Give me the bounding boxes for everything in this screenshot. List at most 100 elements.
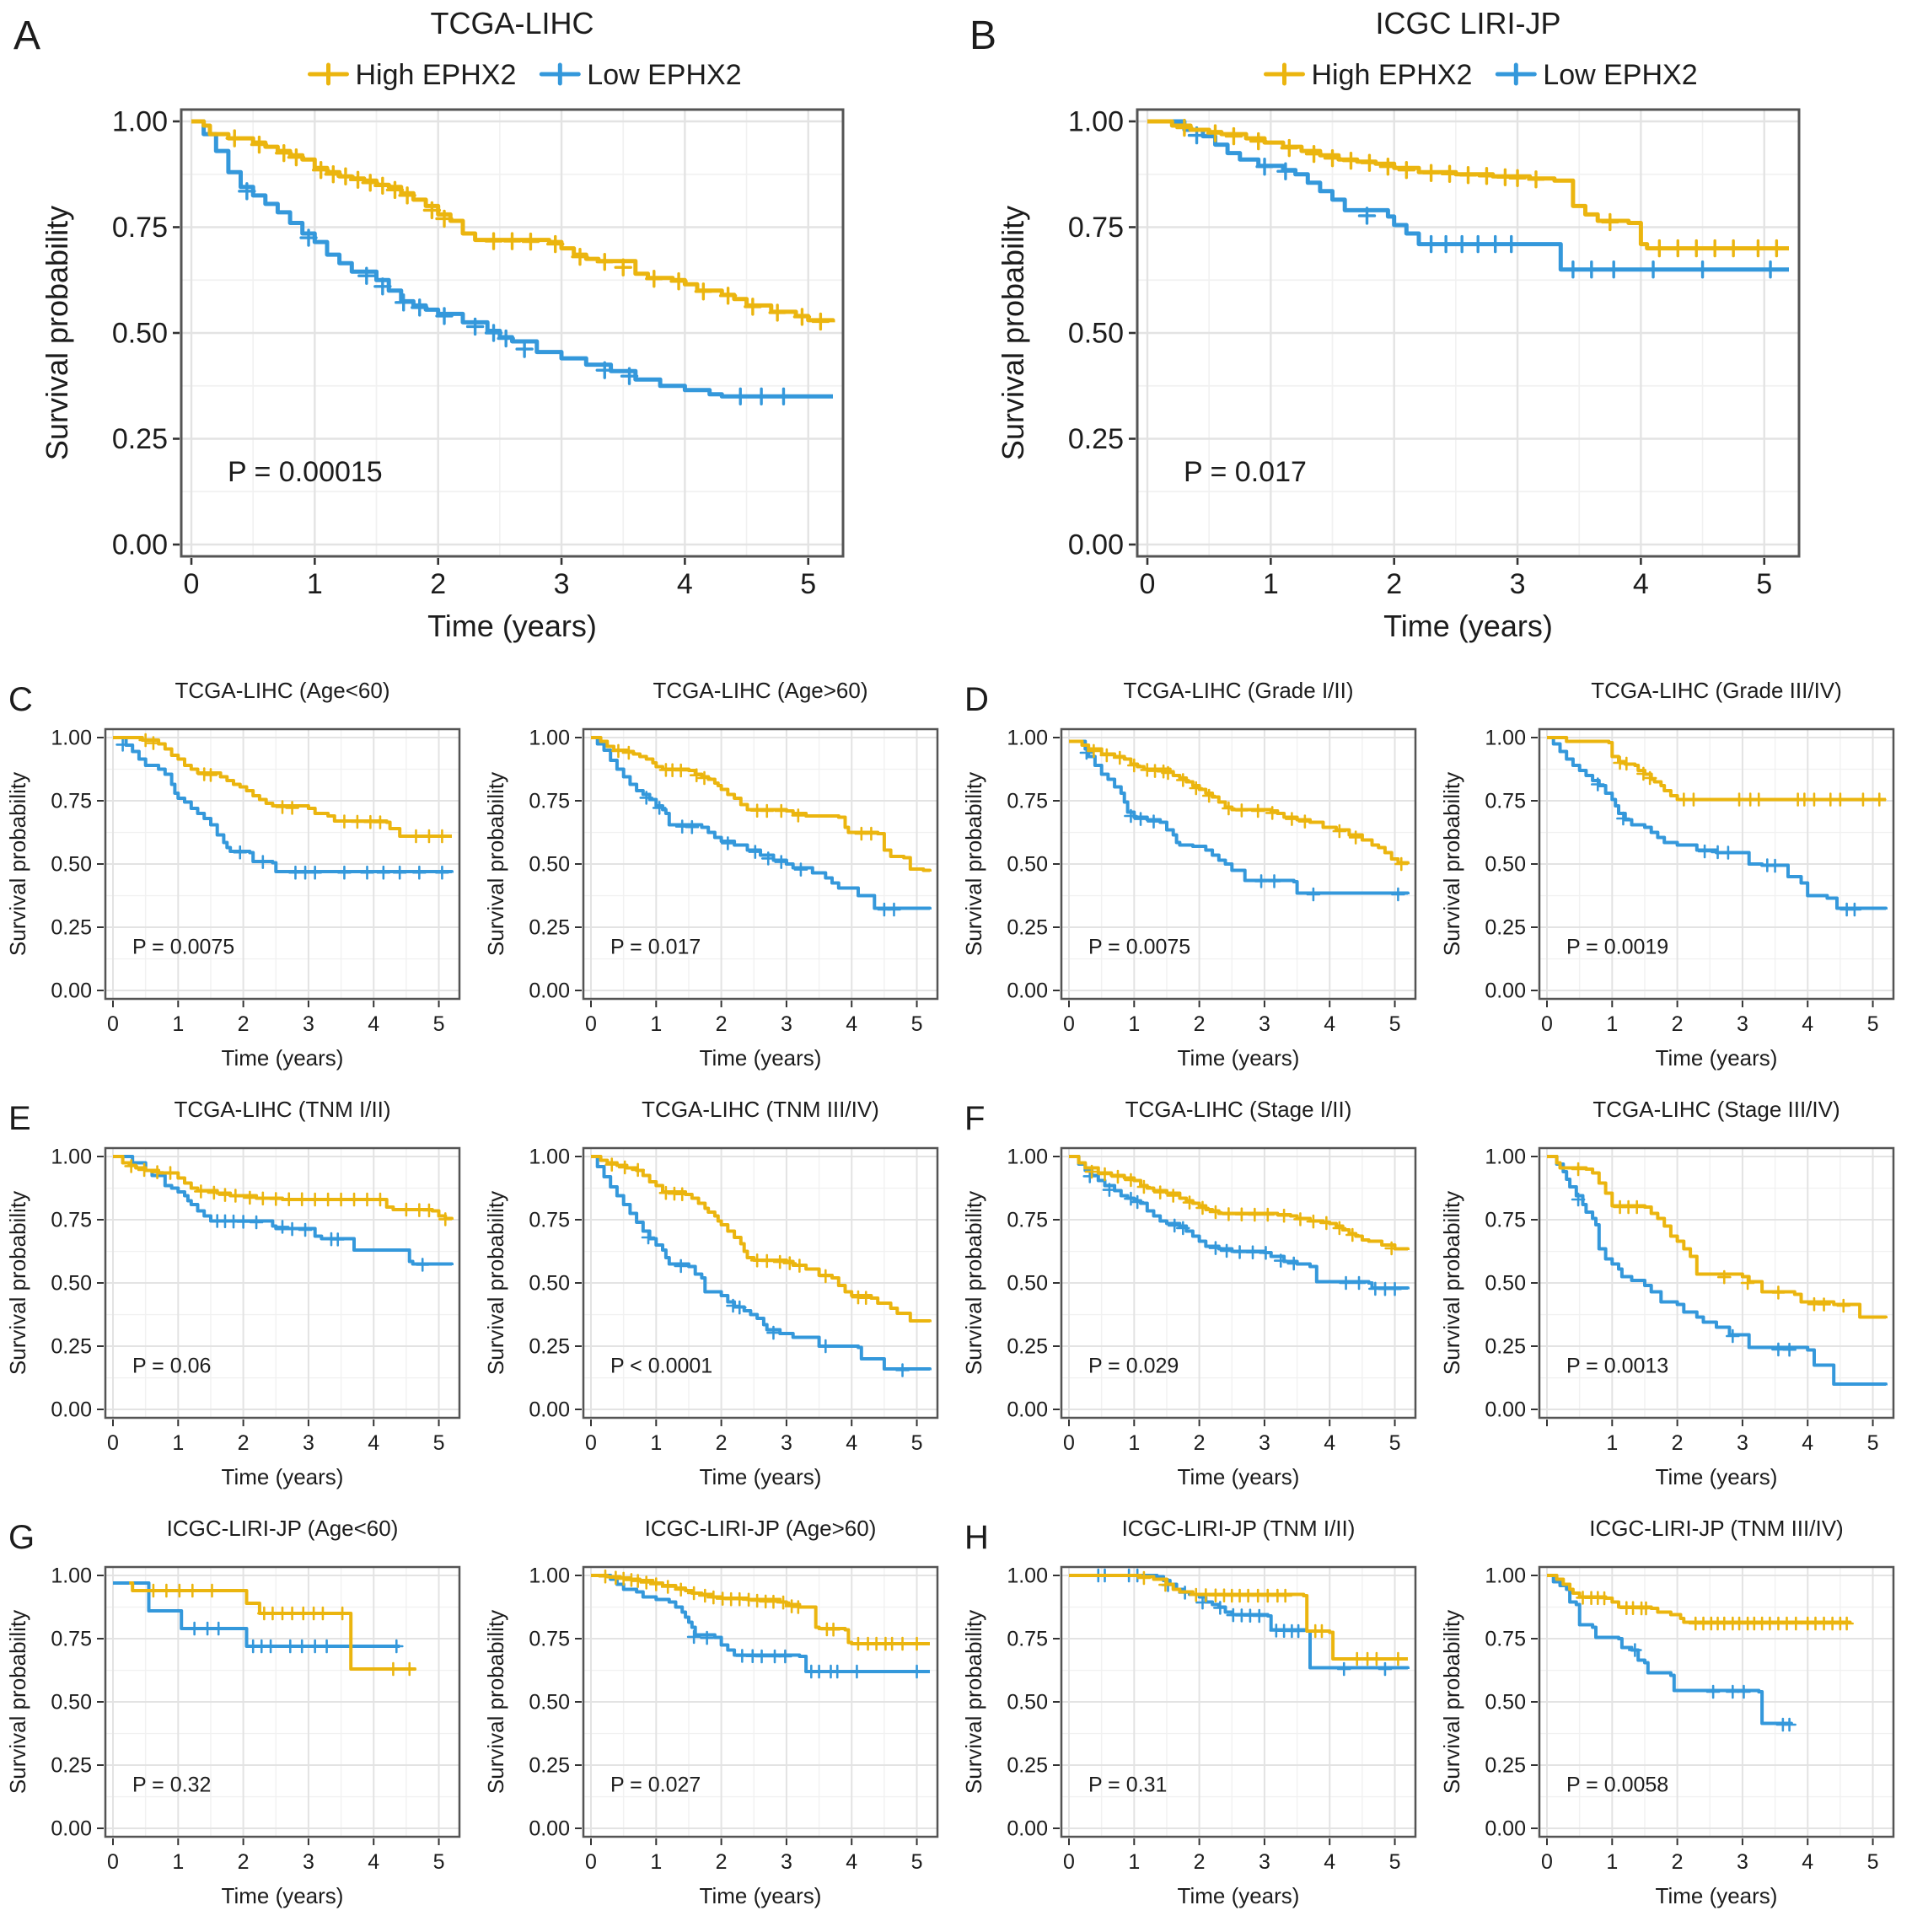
x-tick-label: 5	[1756, 568, 1772, 600]
x-tick-label: 1	[650, 1850, 662, 1874]
y-tick-label: 1.00	[51, 1564, 92, 1588]
plot-title: ICGC-LIRI-JP (Age>60)	[645, 1516, 877, 1541]
high-censor-marks	[124, 1159, 453, 1226]
high-censor-marks	[1576, 1591, 1854, 1631]
y-tick-label: 0.75	[1068, 212, 1124, 244]
plot-frame	[1060, 1565, 1417, 1838]
km-panel-D1: 0 1 2 3 4 5 0.00 0.25 0.50 0.75 1.00 TCGA-LIHC (Gra…	[956, 670, 1434, 1089]
x-tick-label: 4	[846, 1850, 857, 1874]
x-tick-label: 1	[1128, 1012, 1140, 1036]
x-tick-label: 2	[238, 1850, 250, 1874]
plot-title: TCGA-LIHC (Age<60)	[175, 678, 389, 703]
panel-letter: F	[964, 1100, 985, 1137]
y-tick-label: 0.00	[1068, 529, 1124, 561]
km-panel-B: 0 1 2 3 4 5 0.00 0.25 0.50 0.75 1.00 ICGC LIRI-JP B T…	[956, 0, 1912, 670]
x-tick-label: 2	[430, 568, 446, 600]
x-tick-label: 1	[650, 1431, 662, 1455]
plot-title: ICGC-LIRI-JP (TNM I/II)	[1122, 1516, 1356, 1541]
low-censor-marks	[1082, 1169, 1402, 1296]
y-tick-label: 0.00	[1485, 1398, 1526, 1422]
gridlines	[1539, 1148, 1893, 1418]
y-tick-label: 0.75	[1007, 1628, 1048, 1651]
x-tick-label: 3	[1259, 1431, 1270, 1455]
y-tick-label: 0.00	[1007, 979, 1048, 1003]
y-tick-label: 0.75	[529, 1209, 570, 1232]
plot-frame	[1060, 727, 1417, 1001]
y-axis-label: Survival probability	[483, 1610, 508, 1794]
low-curve	[113, 1581, 400, 1648]
x-tick-label: 4	[1802, 1850, 1813, 1874]
high-censor-marks	[1087, 743, 1409, 872]
y-tick-label: 0.50	[1485, 853, 1526, 877]
y-tick-label: 0.75	[1485, 790, 1526, 813]
y-tick-label: 0.50	[112, 318, 168, 350]
p-value-label: P = 0.0019	[1566, 936, 1668, 959]
km-plot-D1: 0 1 2 3 4 5 0.00 0.25 0.50 0.75 1.00 TCGA-LIHC (Gra…	[961, 678, 1417, 1071]
y-axis-label: Survival probability	[1439, 772, 1464, 956]
x-tick-label: 1	[1128, 1431, 1140, 1455]
p-value-label: P = 0.0075	[1088, 936, 1190, 959]
y-axis-label: Survival probability	[5, 1610, 30, 1794]
y-tick-label: 0.25	[112, 423, 168, 455]
y-axis-label: Survival probability	[961, 772, 986, 956]
y-tick-label: 0.00	[1007, 1817, 1048, 1841]
y-tick-label: 0.75	[112, 212, 168, 244]
y-tick-label: 1.00	[51, 1146, 92, 1169]
gridlines	[583, 1148, 937, 1418]
x-tick-label: 3	[1510, 568, 1526, 600]
curves-group	[113, 1155, 454, 1272]
y-tick-label: 0.50	[529, 1691, 570, 1715]
curves-group	[591, 1155, 932, 1377]
high-curve	[1547, 1574, 1852, 1624]
low-censor-marks	[1628, 1643, 1797, 1732]
y-axis-label: Survival probability	[1439, 1191, 1464, 1375]
x-tick-label: 0	[107, 1850, 119, 1874]
x-tick-label: 0	[1063, 1012, 1075, 1036]
km-panel-A: 0 1 2 3 4 5 0.00 0.25 0.50 0.75 1.00 TCGA-LIHC A Time…	[0, 0, 956, 670]
p-value-label: P = 0.017	[1184, 456, 1307, 488]
x-tick-label: 4	[1324, 1431, 1335, 1455]
high-curve	[1147, 119, 1789, 251]
x-tick-label: 3	[1737, 1431, 1748, 1455]
x-tick-label: 0	[1140, 568, 1156, 600]
high-censor-marks	[611, 743, 878, 841]
x-tick-label: 2	[1386, 568, 1402, 600]
x-tick-label: 1	[1606, 1012, 1618, 1036]
panel-letter: G	[8, 1519, 35, 1556]
y-tick-label: 0.50	[529, 853, 570, 877]
y-tick-label: 1.00	[1485, 727, 1526, 750]
x-tick-label: 1	[650, 1012, 662, 1036]
y-tick-label: 0.50	[1485, 1691, 1526, 1715]
legend-low-label: Low EPHX2	[587, 59, 741, 91]
y-tick-label: 0.75	[1485, 1628, 1526, 1651]
x-tick-label: 0	[184, 568, 200, 600]
x-axis-label: Time (years)	[1383, 609, 1553, 643]
y-tick-label: 0.25	[529, 1335, 570, 1359]
y-axis-label: Survival probability	[1439, 1610, 1464, 1794]
y-tick-label: 0.25	[1007, 1335, 1048, 1359]
p-value-label: P = 0.029	[1088, 1355, 1179, 1378]
x-tick-label: 0	[1063, 1850, 1075, 1874]
km-plot-C2: 0 1 2 3 4 5 0.00 0.25 0.50 0.75 1.00 TCGA-LIHC (Age…	[483, 678, 939, 1071]
high-censor-marks	[1571, 1162, 1851, 1313]
x-tick-label: 5	[1867, 1850, 1879, 1874]
high-censor-marks	[225, 129, 830, 331]
km-panel-D2: 0 1 2 3 4 5 0.00 0.25 0.50 0.75 1.00 TCGA-LIHC (Gra…	[1434, 670, 1912, 1089]
low-curve	[591, 1155, 932, 1371]
x-tick-label: 0	[1541, 1012, 1553, 1036]
legend-high: High EPHX2	[1264, 59, 1472, 91]
plot-title: TCGA-LIHC (TNM III/IV)	[642, 1097, 879, 1122]
panel-letter: C	[8, 681, 33, 718]
y-tick-label: 0.00	[1007, 1398, 1048, 1422]
y-tick-label: 0.75	[51, 1628, 92, 1651]
x-tick-label: 0	[1541, 1850, 1553, 1874]
low-curve	[1069, 739, 1410, 895]
low-curve	[1547, 1574, 1793, 1725]
axis-ticks	[1053, 1575, 1396, 1845]
y-tick-label: 1.00	[529, 727, 570, 750]
axis-ticks	[575, 737, 918, 1007]
x-tick-label: 2	[238, 1431, 250, 1455]
x-tick-label: 0	[1063, 1431, 1075, 1455]
plot-title: TCGA-LIHC (Grade III/IV)	[1591, 678, 1842, 703]
plot-frame	[104, 1146, 461, 1419]
